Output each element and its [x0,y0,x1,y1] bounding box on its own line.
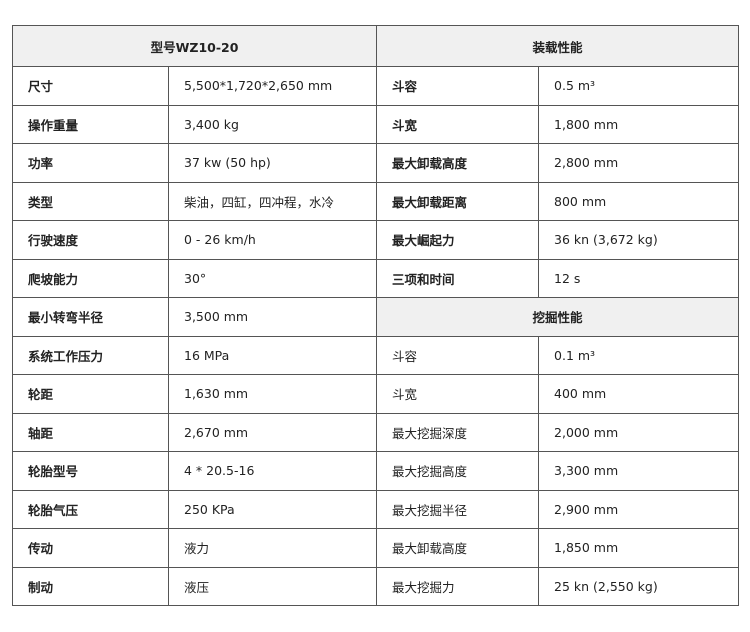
spec-row: 尺寸 5,500*1,720*2,650 mm 斗容 0.5 m³ [12,66,740,106]
spec-label: 三项和时间 [376,258,540,298]
spec-label: 最大挖掘半径 [376,489,540,529]
spec-label: 轮胎型号 [12,451,169,491]
spec-label: 功率 [12,143,169,183]
spec-row: 轮胎型号 4 * 20.5-16 最大挖掘高度 3,300 mm [12,451,740,491]
spec-value: 12 s [538,258,740,298]
spec-row: 轮距 1,630 mm 斗宽 400 mm [12,374,740,414]
spec-value: 液力 [167,528,378,568]
section-header: 挖掘性能 [376,297,740,337]
model-label: 型号 [150,39,176,55]
spec-label: 斗宽 [376,104,540,144]
spec-value: 800 mm [538,181,740,221]
spec-row: 功率 37 kw (50 hp) 最大卸载高度 2,800 mm [12,143,740,183]
spec-label: 行驶速度 [12,220,169,260]
spec-value: 2,670 mm [167,412,378,452]
spec-row: 行驶速度 0 - 26 km/h 最大崛起力 36 kn (3,672 kg) [12,220,740,260]
spec-value: 0.5 m³ [538,66,740,106]
spec-value: 3,500 mm [167,297,378,337]
spec-value: 3,400 kg [167,104,378,144]
spec-label: 传动 [12,528,169,568]
spec-label: 斗宽 [376,374,540,414]
spec-row: 制动 液压 最大挖掘力 25 kn (2,550 kg) [12,566,740,606]
spec-label: 制动 [12,566,169,606]
spec-label: 最大崛起力 [376,220,540,260]
spec-value: 1,630 mm [167,374,378,414]
spec-label: 最小转弯半径 [12,297,169,337]
spec-value: 3,300 mm [538,451,740,491]
section-header: 装载性能 [376,25,740,67]
spec-label: 轮胎气压 [12,489,169,529]
spec-label: 轮距 [12,374,169,414]
spec-value: 2,900 mm [538,489,740,529]
spec-value: 0 - 26 km/h [167,220,378,260]
spec-label: 最大卸载高度 [376,143,540,183]
spec-value: 37 kw (50 hp) [167,143,378,183]
spec-label: 斗容 [376,335,540,375]
spec-value: 1,800 mm [538,104,740,144]
model-value: WZ10-20 [175,39,239,55]
spec-value: 1,850 mm [538,528,740,568]
spec-value: 2,000 mm [538,412,740,452]
spec-value: 液压 [167,566,378,606]
spec-label: 最大挖掘力 [376,566,540,606]
spec-value: 0.1 m³ [538,335,740,375]
spec-label: 最大卸载高度 [376,528,540,568]
spec-label: 类型 [12,181,169,221]
spec-value: 柴油，四缸，四冲程，水冷 [167,181,378,221]
spec-value: 25 kn (2,550 kg) [538,566,740,606]
spec-value: 5,500*1,720*2,650 mm [167,66,378,106]
header-row: 型号WZ10-20 装载性能 [11,25,740,67]
spec-row: 系统工作压力 16 MPa 斗容 0.1 m³ [12,335,740,375]
spec-value: 36 kn (3,672 kg) [538,220,740,260]
spec-label: 操作重量 [12,104,169,144]
spec-value: 400 mm [538,374,740,414]
spec-row: 轴距 2,670 mm 最大挖掘深度 2,000 mm [12,412,740,452]
spec-label: 最大挖掘深度 [376,412,540,452]
model-header: 型号WZ10-20 [11,25,378,67]
table-body: 型号WZ10-20 装载性能 尺寸 5,500*1,720*2,650 mm 斗容 0.5… [11,25,740,606]
spec-label: 爬坡能力 [12,258,169,298]
spec-value: 250 KPa [167,489,378,529]
spec-table: 型号WZ10-20 装载性能 尺寸 5,500*1,720*2,650 mm 斗容 0.5… [11,25,740,606]
spec-row: 传动 液力 最大卸载高度 1,850 mm [12,528,740,568]
spec-label: 系统工作压力 [12,335,169,375]
spec-row: 最小转弯半径 3,500 mm 挖掘性能 [12,297,740,337]
spec-value: 16 MPa [167,335,378,375]
spec-label: 轴距 [12,412,169,452]
spec-value: 2,800 mm [538,143,740,183]
spec-label: 斗容 [376,66,540,106]
spec-label: 最大卸载距离 [376,181,540,221]
spec-row: 轮胎气压 250 KPa 最大挖掘半径 2,900 mm [12,489,740,529]
spec-row: 操作重量 3,400 kg 斗宽 1,800 mm [12,104,740,144]
spec-row: 类型 柴油，四缸，四冲程，水冷 最大卸载距离 800 mm [12,181,740,221]
spec-row: 爬坡能力 30° 三项和时间 12 s [12,258,740,298]
spec-label: 尺寸 [12,66,169,106]
spec-value: 30° [167,258,378,298]
spec-value: 4 * 20.5-16 [167,451,378,491]
spec-label: 最大挖掘高度 [376,451,540,491]
